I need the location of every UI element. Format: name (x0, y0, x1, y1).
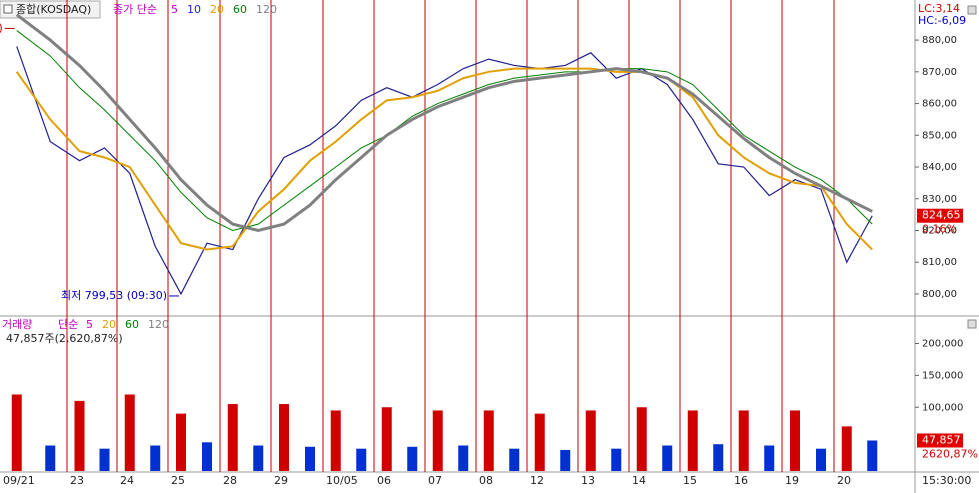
y-tick-label: 820,00 (922, 225, 957, 236)
price-line (15, 13, 873, 233)
legend-item: 60 (233, 3, 247, 16)
volume-bar (636, 407, 647, 471)
volume-bar (713, 444, 724, 471)
volume-bar (483, 410, 494, 471)
x-tick-label: 10/05 (326, 474, 358, 487)
volume-title: 거래량 (2, 318, 32, 331)
volume-bar (841, 426, 852, 471)
y-tick-label: 870,00 (922, 67, 957, 78)
price-line (16, 46, 873, 296)
x-tick-label: 13 (581, 474, 595, 487)
x-tick-label: 12 (530, 474, 544, 487)
volume-info: 47,857주(2,620,87%) (6, 332, 123, 345)
x-tick-label: 07 (428, 474, 442, 487)
title-icon (3, 4, 13, 14)
y-tick-label: 810,00 (922, 257, 957, 268)
y-tick-label: 860,00 (922, 99, 957, 110)
x-tick-label: 08 (479, 474, 493, 487)
volume-bar (227, 404, 238, 471)
x-tick-label: 25 (171, 474, 185, 487)
panel-button[interactable] (967, 319, 977, 329)
legend-item: 120 (256, 3, 277, 16)
legend-item: 120 (148, 318, 169, 331)
volume-bar (816, 448, 826, 471)
y-tick-label: 100,000 (922, 402, 963, 413)
volume-bar (611, 448, 622, 471)
x-tick-label: 24 (120, 474, 134, 487)
x-tick-label: 23 (70, 474, 84, 487)
x-tick-label: 19 (785, 474, 799, 487)
x-tick-label: 16 (734, 474, 748, 487)
volume-bar (45, 445, 56, 471)
lc-label: LC:3,14 (918, 2, 960, 15)
y-tick-label: 840,00 (922, 162, 957, 173)
last-change-label: 0,16% (922, 223, 957, 236)
last-value-box (917, 433, 963, 448)
volume-bar (11, 394, 22, 471)
y-tick-label: 880,00 (922, 35, 957, 46)
volume-bar (867, 440, 878, 471)
volume-bar (764, 445, 775, 471)
x-tick-label: 15 (683, 474, 697, 487)
volume-bar (176, 413, 186, 471)
legend-item: 20 (102, 318, 116, 331)
chart-title: 종합(KOSDAQ) (16, 3, 91, 16)
volume-bar (253, 445, 264, 471)
y-tick-label: 150,000 (922, 370, 963, 381)
last-value-box (917, 208, 963, 223)
volume-bar (330, 410, 341, 471)
volume-bar (74, 400, 85, 471)
y-tick-label: 830,00 (922, 194, 957, 205)
volume-bar (738, 410, 749, 471)
volume-bar (124, 394, 135, 471)
volume-bar (99, 448, 110, 471)
legend-item: 5 (86, 318, 93, 331)
volume-bar (534, 413, 545, 471)
last-value-label: 824,65 (922, 209, 961, 222)
time-label: 15:30:00 (922, 474, 971, 487)
y-tick-label: 200,000 (922, 339, 963, 350)
volume-bar (790, 410, 800, 471)
x-tick-label: 20 (837, 474, 851, 487)
legend-item: 5 (171, 3, 178, 16)
x-tick-label: 09/21 (3, 474, 35, 487)
volume-bar (150, 445, 161, 471)
volume-bar (202, 442, 212, 471)
volume-bar (356, 448, 367, 471)
volume-bar (687, 410, 698, 471)
volume-bar (407, 446, 418, 471)
x-tick-label: 28 (223, 474, 237, 487)
volume-bar (509, 448, 520, 471)
volume-bar (458, 445, 469, 471)
title-box (0, 0, 101, 19)
volume-bar (585, 410, 596, 471)
y-tick-label: 850,00 (922, 130, 957, 141)
last-change-label: 2620,87% (922, 447, 978, 460)
volume-bar (279, 404, 289, 471)
volume-bar (381, 407, 392, 471)
annotation: 최고 878,15 (09:00) (0, 21, 3, 34)
price-line (16, 30, 873, 232)
x-tick-label: 29 (274, 474, 288, 487)
hc-label: HC:-6,09 (918, 14, 966, 27)
legend-label: 단순 (58, 318, 78, 331)
panel-button[interactable] (967, 5, 977, 15)
legend-item: 20 (210, 3, 224, 16)
price-line (15, 67, 873, 251)
legend-label: 종가 단순 (113, 3, 157, 16)
x-tick-label: 14 (632, 474, 646, 487)
volume-bar (662, 445, 673, 471)
volume-bar (560, 449, 571, 471)
y-tick-label: 800,00 (922, 289, 957, 300)
x-tick-label: 06 (377, 474, 391, 487)
annotation: 최저 799,53 (09:30) (61, 289, 167, 302)
legend-item: 10 (187, 3, 201, 16)
volume-bar (432, 410, 443, 471)
last-value-label: 47,857 (922, 433, 961, 446)
volume-bar (305, 446, 315, 471)
legend-item: 60 (125, 318, 139, 331)
